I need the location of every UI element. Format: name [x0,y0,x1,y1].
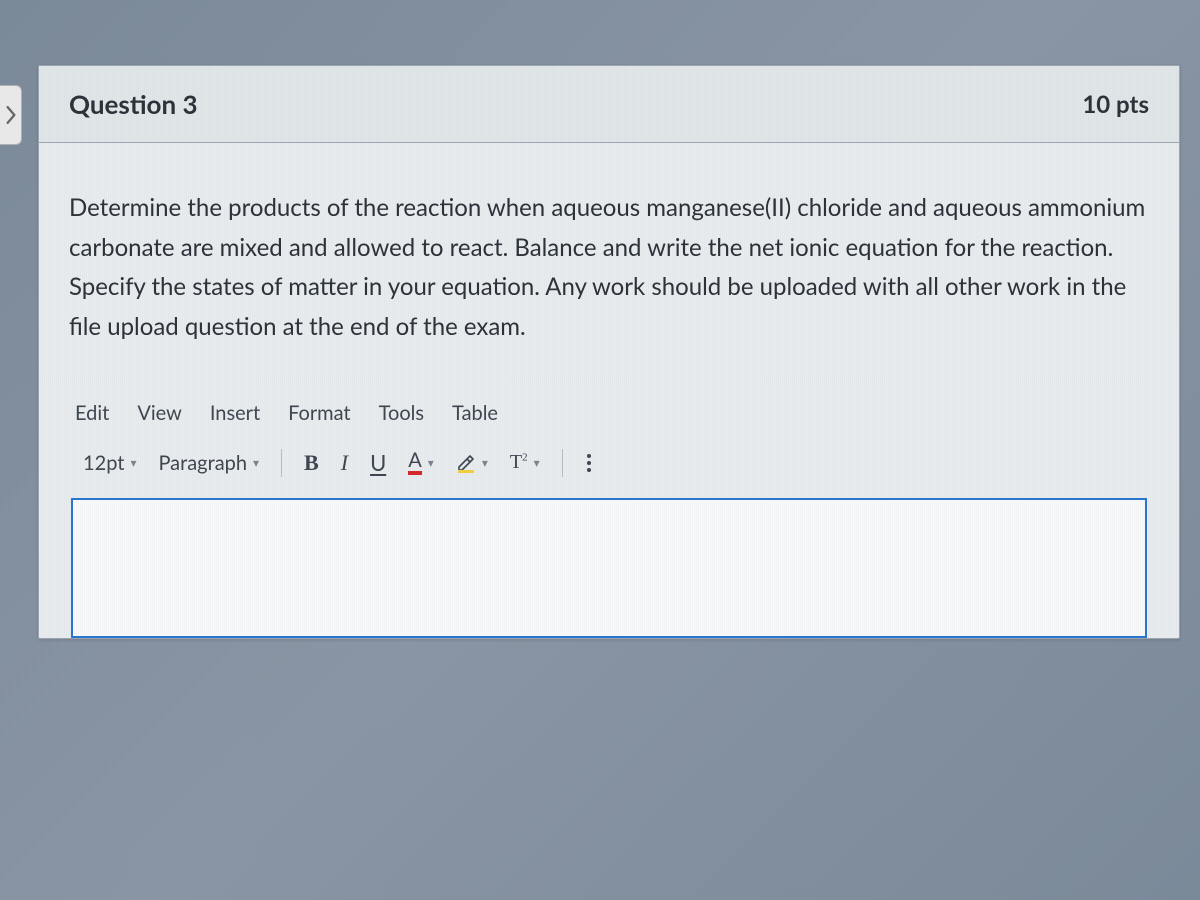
prev-question-button[interactable] [0,85,22,145]
answer-editor[interactable] [71,498,1147,638]
menu-view[interactable]: View [137,401,182,425]
chevron-down-icon: ▾ [253,455,259,470]
superscript-icon: T2 [510,451,528,474]
dot-icon [587,468,591,472]
question-title: Question 3 [69,88,198,120]
paragraph-style-select[interactable]: Paragraph ▾ [150,447,267,479]
question-card: Question 3 10 pts Determine the products… [38,65,1180,639]
font-size-select[interactable]: 12pt ▾ [75,447,144,479]
italic-button[interactable]: I [333,446,356,480]
menu-insert[interactable]: Insert [210,401,260,425]
dot-icon [587,461,591,465]
chevron-down-icon: ▾ [482,455,488,470]
paragraph-label: Paragraph [158,451,247,475]
toolbar-divider [281,449,282,477]
highlighter-icon [456,453,476,473]
question-prompt: Determine the products of the reaction w… [69,188,1149,346]
underline-button[interactable]: U [362,445,394,480]
editor-toolbar: 12pt ▾ Paragraph ▾ B I U A ▾ [69,445,1149,498]
question-points: 10 pts [1082,90,1149,119]
bold-button[interactable]: B [296,446,327,480]
font-size-label: 12pt [83,451,124,475]
question-body: Determine the products of the reaction w… [39,143,1179,638]
menu-format[interactable]: Format [288,401,351,425]
chevron-right-icon [5,106,17,124]
chevron-down-icon: ▾ [428,455,434,470]
highlight-color-button[interactable]: ▾ [448,449,496,477]
bold-icon: B [304,450,319,476]
more-options-button[interactable] [577,448,601,478]
text-color-button[interactable]: A ▾ [400,446,442,479]
underline-icon: U [370,449,386,476]
menu-edit[interactable]: Edit [75,401,109,425]
text-color-icon: A [408,450,422,475]
editor-menubar: Edit View Insert Format Tools Table [69,401,1149,445]
toolbar-divider [562,449,563,477]
chevron-down-icon: ▾ [534,455,540,470]
menu-tools[interactable]: Tools [379,401,424,425]
menu-table[interactable]: Table [452,401,498,425]
dot-icon [587,454,591,458]
question-header: Question 3 10 pts [39,66,1179,143]
superscript-button[interactable]: T2 ▾ [502,447,548,478]
italic-icon: I [341,450,348,476]
chevron-down-icon: ▾ [130,455,136,470]
